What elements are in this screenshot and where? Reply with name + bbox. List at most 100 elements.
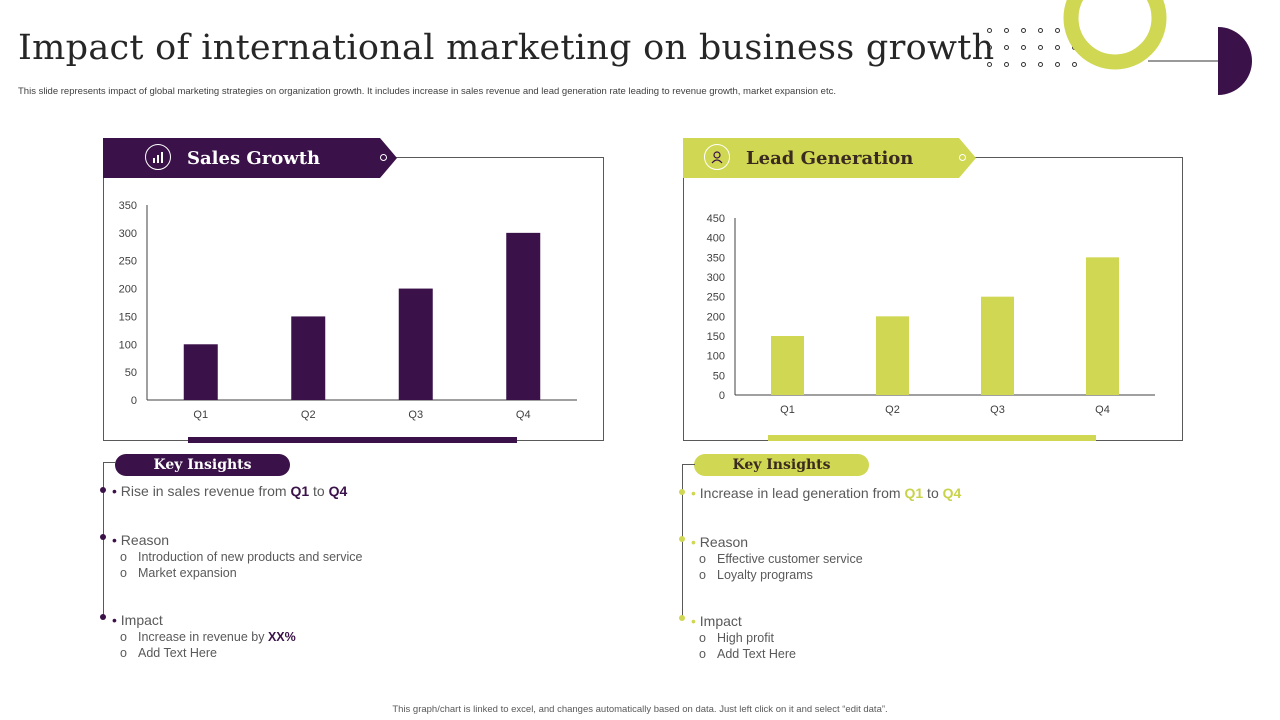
y-tick-label: 350 bbox=[707, 252, 725, 264]
x-tick-label: Q3 bbox=[408, 409, 423, 421]
insight-prefix: Increase in lead generation from bbox=[699, 485, 905, 501]
timeline-bullet bbox=[679, 615, 685, 621]
footer-note: This graph/chart is linked to excel, and… bbox=[392, 704, 888, 715]
decor-dot bbox=[1004, 45, 1009, 50]
ring-decoration bbox=[1063, 0, 1252, 95]
insight-mid: to bbox=[309, 483, 329, 499]
connector-line bbox=[103, 462, 116, 463]
y-tick-label: 100 bbox=[707, 351, 725, 363]
timeline-bullet bbox=[679, 536, 685, 542]
decor-dot bbox=[1038, 62, 1043, 67]
decor-dot bbox=[1038, 28, 1043, 33]
bar-q2 bbox=[876, 316, 909, 395]
sales-impact-item: o Add Text Here bbox=[120, 646, 217, 660]
sales-reason-item: o Market expansion bbox=[120, 566, 237, 580]
impact-text: High profit bbox=[717, 631, 774, 645]
leads-impact-item: o Add Text Here bbox=[699, 647, 796, 661]
leads-underline-bar bbox=[768, 435, 1096, 441]
timeline-bullet bbox=[679, 489, 685, 495]
reason-text: Introduction of new products and service bbox=[138, 550, 363, 564]
impact-label: Impact bbox=[699, 613, 742, 629]
half-circle-decoration bbox=[1218, 27, 1252, 95]
decor-dot bbox=[987, 28, 992, 33]
timeline-bullet bbox=[100, 487, 106, 493]
leads-banner: Lead Generation bbox=[683, 138, 976, 178]
x-tick-label: Q3 bbox=[990, 404, 1005, 416]
decor-dot bbox=[1038, 45, 1043, 50]
x-tick-label: Q2 bbox=[301, 409, 316, 421]
leads-key-insights-pill: Key Insights bbox=[694, 454, 869, 476]
impact-label: Impact bbox=[120, 612, 163, 628]
insight-from: Q1 bbox=[290, 483, 310, 499]
decor-dot bbox=[1004, 62, 1009, 67]
y-tick-label: 0 bbox=[131, 395, 137, 407]
sales-underline-bar bbox=[188, 437, 517, 443]
sales-reason-item: o Introduction of new products and servic… bbox=[120, 550, 363, 564]
x-tick-label: Q4 bbox=[516, 409, 531, 421]
y-tick-label: 50 bbox=[713, 370, 725, 382]
sales-bar-chart: 0 50 100 150 200 250 300 350 Q1 Q2 Q3 Q4 bbox=[119, 200, 577, 421]
leads-impact-heading: • Impact bbox=[691, 613, 742, 629]
sales-impact-heading: • Impact bbox=[112, 612, 163, 628]
y-tick-label: 0 bbox=[719, 390, 725, 402]
y-tick-label: 450 bbox=[707, 213, 725, 225]
leads-bar-chart: 0 50 100 150 200 250 300 350 400 450 Q1 Q2 Q3 Q4 bbox=[707, 213, 1155, 416]
leads-banner-title: Lead Generation bbox=[746, 147, 914, 169]
bar-q3 bbox=[981, 296, 1014, 395]
bar-q1 bbox=[771, 336, 804, 395]
decor-dot bbox=[1055, 28, 1060, 33]
decor-dot bbox=[1055, 62, 1060, 67]
y-tick-label: 250 bbox=[707, 292, 725, 304]
decor-dot bbox=[1004, 28, 1009, 33]
x-tick-label: Q2 bbox=[885, 404, 900, 416]
y-tick-label: 100 bbox=[119, 339, 137, 351]
connector-line bbox=[682, 464, 695, 465]
sales-key-insights-pill: Key Insights bbox=[115, 454, 290, 476]
leads-impact-item: o High profit bbox=[699, 631, 774, 645]
timeline-line bbox=[682, 464, 683, 620]
timeline-bullet bbox=[100, 534, 106, 540]
insight-to: Q4 bbox=[942, 485, 962, 501]
bar-q1 bbox=[183, 344, 218, 400]
sales-reason-heading: • Reason bbox=[112, 532, 170, 548]
y-tick-label: 300 bbox=[707, 272, 725, 284]
impact-prefix: Increase in revenue by bbox=[138, 630, 268, 644]
timeline-line bbox=[103, 462, 104, 618]
leads-reason-heading: • Reason bbox=[691, 534, 749, 550]
reason-label: Reason bbox=[699, 534, 749, 550]
impact-text: Add Text Here bbox=[717, 647, 796, 661]
y-tick-label: 150 bbox=[119, 311, 137, 323]
page-subtitle: This slide represents impact of global m… bbox=[18, 86, 836, 97]
banner-dot-icon bbox=[380, 154, 387, 161]
decor-dot bbox=[1021, 28, 1026, 33]
y-tick-label: 400 bbox=[707, 233, 725, 245]
banner-dot-icon bbox=[959, 154, 966, 161]
timeline-bullet bbox=[100, 614, 106, 620]
leads-insight-text: • Increase in lead generation from Q1 to… bbox=[691, 485, 962, 501]
decor-dot bbox=[987, 45, 992, 50]
leads-reason-item: o Effective customer service bbox=[699, 552, 863, 566]
sales-banner-title: Sales Growth bbox=[187, 147, 321, 169]
decor-dot bbox=[987, 62, 992, 67]
reason-label: Reason bbox=[120, 532, 170, 548]
y-tick-label: 150 bbox=[707, 331, 725, 343]
reason-text: Loyalty programs bbox=[717, 568, 813, 582]
y-tick-label: 250 bbox=[119, 256, 137, 268]
decor-dot bbox=[1021, 62, 1026, 67]
reason-text: Market expansion bbox=[138, 566, 237, 580]
insight-prefix: Rise in sales revenue from bbox=[120, 483, 291, 499]
y-tick-label: 200 bbox=[119, 284, 137, 296]
impact-value: XX% bbox=[267, 630, 296, 644]
sales-insight-text: • Rise in sales revenue from Q1 to Q4 bbox=[112, 483, 348, 499]
bar-q4 bbox=[506, 232, 541, 400]
insight-from: Q1 bbox=[904, 485, 924, 501]
page-title: Impact of international marketing on bus… bbox=[18, 28, 995, 68]
decor-dot bbox=[1021, 45, 1026, 50]
bar-q3 bbox=[398, 288, 433, 400]
leads-reason-item: o Loyalty programs bbox=[699, 568, 813, 582]
chart-icon bbox=[145, 144, 171, 170]
reason-text: Effective customer service bbox=[717, 552, 863, 566]
y-tick-label: 300 bbox=[119, 228, 137, 240]
y-tick-label: 350 bbox=[119, 200, 137, 212]
x-tick-label: Q1 bbox=[193, 409, 208, 421]
